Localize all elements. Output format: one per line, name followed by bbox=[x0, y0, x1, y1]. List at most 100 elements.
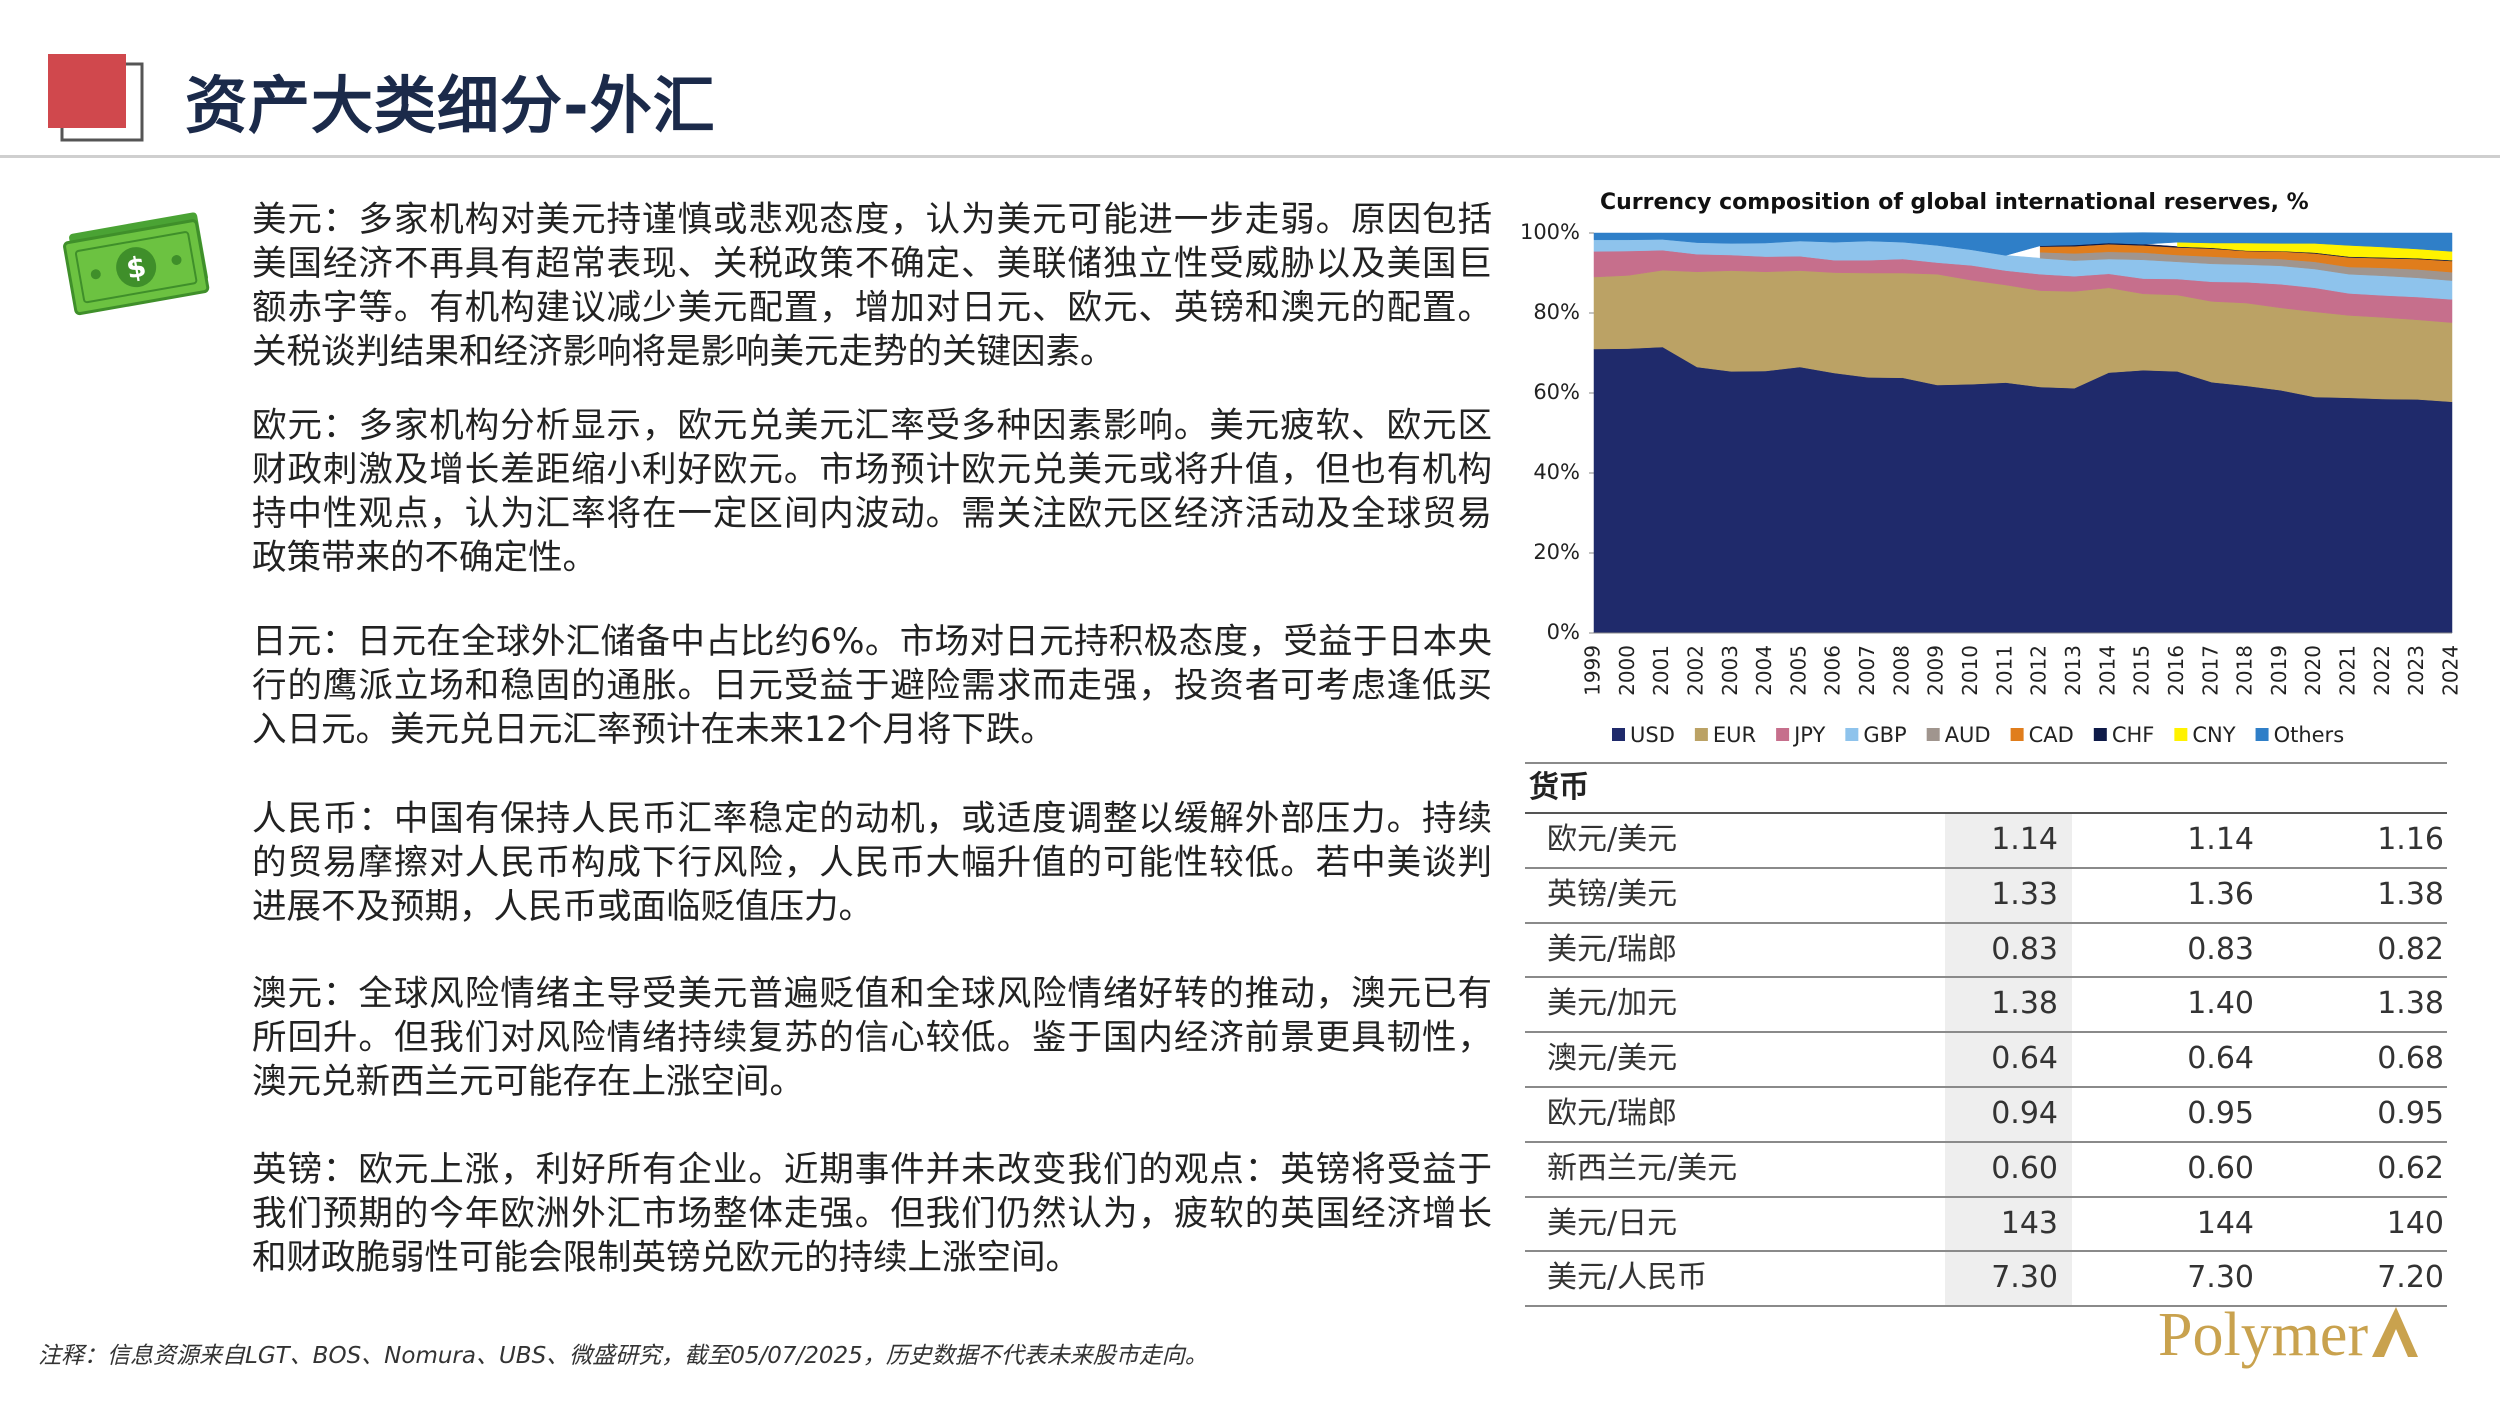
column-shade bbox=[1945, 1197, 2072, 1251]
legend-label: Others bbox=[2274, 723, 2345, 747]
cell-value: 1.14 bbox=[2187, 822, 2254, 857]
row-label: 欧元/美元 bbox=[1547, 822, 1678, 857]
legend-label: EUR bbox=[1713, 723, 1756, 747]
footnote: 注释：信息资源来自LGT、BOS、Nomura、UBS、微盛研究，截至05/07… bbox=[38, 1343, 1208, 1369]
legend-swatch bbox=[2174, 728, 2188, 741]
cell-value: 0.82 bbox=[2377, 931, 2444, 967]
paragraph: 美元：多家机构对美元持谨慎或悲观态度，认为美元可能进一步走弱。原因包括美国经济不… bbox=[252, 200, 1492, 372]
x-tick-label: 2008 bbox=[1889, 645, 1913, 696]
x-tick-label: 2021 bbox=[2336, 645, 2360, 696]
cell-value: 1.16 bbox=[2377, 822, 2444, 857]
column-shade bbox=[1945, 868, 2072, 922]
x-tick-label: 2024 bbox=[2439, 645, 2463, 696]
legend-label: AUD bbox=[1945, 723, 1991, 747]
title-icon bbox=[48, 54, 144, 142]
column-shade bbox=[1945, 978, 2072, 1032]
cell-value: 140 bbox=[2386, 1205, 2444, 1241]
x-tick-label: 2011 bbox=[1992, 645, 2016, 696]
cell-value: 1.38 bbox=[1991, 986, 2058, 1022]
y-tick-label: 80% bbox=[1533, 300, 1580, 324]
table-row: 新西兰元/美元 0.60 0.60 0.62 bbox=[1525, 1142, 2447, 1198]
row-label: 新西兰元/美元 bbox=[1547, 1150, 1738, 1186]
x-tick-label: 2013 bbox=[2061, 645, 2085, 696]
cell-value: 0.64 bbox=[2187, 1041, 2254, 1077]
column-shade bbox=[1945, 1033, 2072, 1086]
legend-swatch bbox=[1694, 728, 1708, 741]
chart: Currency composition of global internati… bbox=[1520, 190, 2463, 747]
legend-swatch bbox=[2093, 728, 2107, 741]
x-tick-label: 2000 bbox=[1615, 645, 1639, 696]
x-tick-label: 2004 bbox=[1752, 645, 1776, 696]
logo-mark bbox=[2372, 1307, 2419, 1357]
paragraph: 人民币：中国有保持人民币汇率稳定的动机，或适度调整以缓解外部压力。持续的贸易摩擦… bbox=[252, 799, 1492, 927]
x-tick-label: 2015 bbox=[2130, 645, 2154, 696]
x-tick-label: 2019 bbox=[2267, 645, 2291, 696]
legend-label: GBP bbox=[1863, 723, 1906, 747]
row-label: 美元/加元 bbox=[1547, 986, 1678, 1022]
legend-label: CAD bbox=[2029, 723, 2074, 747]
x-tick-label: 1999 bbox=[1581, 645, 1605, 696]
legend-label: CNY bbox=[2192, 723, 2235, 747]
legend-label: CHF bbox=[2112, 723, 2155, 747]
y-tick-label: 0% bbox=[1547, 620, 1580, 644]
table-row: 美元/瑞郎 0.83 0.83 0.82 bbox=[1525, 923, 2447, 979]
table-row: 欧元/美元 1.14 1.14 1.16 bbox=[1525, 814, 2447, 869]
cell-value: 7.20 bbox=[2377, 1260, 2444, 1296]
x-tick-label: 2022 bbox=[2370, 645, 2394, 696]
column-shade bbox=[1945, 1142, 2072, 1196]
x-tick-label: 2002 bbox=[1683, 645, 1707, 696]
chart-title: Currency composition of global internati… bbox=[1600, 190, 2309, 215]
area bbox=[1593, 232, 2453, 256]
column-shade bbox=[1945, 1087, 2072, 1141]
x-tick-label: 2014 bbox=[2095, 645, 2119, 696]
column-shade bbox=[1945, 1252, 2072, 1306]
cell-value: 0.95 bbox=[2377, 1095, 2444, 1131]
legend-swatch bbox=[2255, 728, 2269, 741]
cell-value: 0.64 bbox=[1991, 1041, 2058, 1077]
column-shade bbox=[1945, 923, 2072, 977]
cell-value: 7.30 bbox=[1991, 1260, 2058, 1296]
x-tick-label: 2023 bbox=[2404, 645, 2428, 696]
paragraph: 日元：日元在全球外汇储备中占比约6%。市场对日元持积极态度，受益于日本央行的鹰派… bbox=[252, 622, 1492, 750]
cell-value: 0.95 bbox=[2187, 1095, 2254, 1131]
x-tick-label: 2010 bbox=[1958, 645, 1982, 696]
cell-value: 0.68 bbox=[2377, 1041, 2444, 1077]
row-label: 澳元/美元 bbox=[1547, 1041, 1678, 1077]
x-tick-label: 2007 bbox=[1855, 645, 1879, 696]
cell-value: 7.30 bbox=[2187, 1260, 2254, 1296]
x-tick-label: 2009 bbox=[1924, 645, 1948, 696]
row-label: 美元/日元 bbox=[1547, 1205, 1678, 1241]
paragraph: 欧元：多家机构分析显示，欧元兑美元汇率受多种因素影响。美元疲软、欧元区财政刺激及… bbox=[252, 406, 1492, 578]
cell-value: 1.38 bbox=[2377, 876, 2444, 912]
cell-value: 144 bbox=[2196, 1205, 2254, 1241]
fx-table: 货币 欧元/美元 1.14 1.14 1.16 英镑/美元 1.33 1.36 1.38 美元/… bbox=[1525, 762, 2447, 1308]
x-tick-label: 2012 bbox=[2027, 645, 2051, 696]
x-tick-label: 2017 bbox=[2198, 645, 2222, 696]
paragraph: 英镑：欧元上涨，利好所有企业。近期事件并未改变我们的观点：英镑将受益于我们预期的… bbox=[252, 1150, 1492, 1278]
table-row: 澳元/美元 0.64 0.64 0.68 bbox=[1525, 1033, 2447, 1088]
y-tick-label: 20% bbox=[1533, 540, 1580, 564]
x-tick-label: 2020 bbox=[2301, 645, 2325, 696]
x-tick-label: 2003 bbox=[1718, 645, 1742, 696]
y-tick-label: 60% bbox=[1533, 380, 1580, 404]
y-tick-label: 100% bbox=[1520, 220, 1580, 244]
page-title: 资产大类细分-外汇 bbox=[185, 69, 716, 142]
legend-swatch bbox=[1926, 728, 1940, 741]
table-row: 美元/加元 1.38 1.40 1.38 bbox=[1525, 978, 2447, 1034]
paragraph: 澳元：全球风险情绪主导受美元普遍贬值和全球风险情绪好转的推动，澳元已有所回升。但… bbox=[252, 974, 1492, 1102]
table-row: 欧元/瑞郎 0.94 0.95 0.95 bbox=[1525, 1087, 2447, 1143]
cell-value: 1.36 bbox=[2187, 876, 2254, 912]
cell-value: 143 bbox=[2000, 1205, 2058, 1241]
table-row: 美元/日元 143 144 140 bbox=[1525, 1197, 2447, 1253]
title-rule bbox=[0, 155, 2500, 158]
cell-value: 1.14 bbox=[1991, 822, 2058, 857]
cell-value: 1.38 bbox=[2377, 986, 2444, 1022]
cell-value: 1.33 bbox=[1991, 876, 2058, 912]
table-row: 英镑/美元 1.33 1.36 1.38 bbox=[1525, 868, 2447, 924]
table-header: 货币 bbox=[1525, 762, 2447, 814]
x-tick-label: 2006 bbox=[1821, 645, 1845, 696]
legend-swatch bbox=[1776, 728, 1790, 741]
x-tick-label: 2005 bbox=[1786, 645, 1810, 696]
legend-label: JPY bbox=[1792, 723, 1825, 747]
